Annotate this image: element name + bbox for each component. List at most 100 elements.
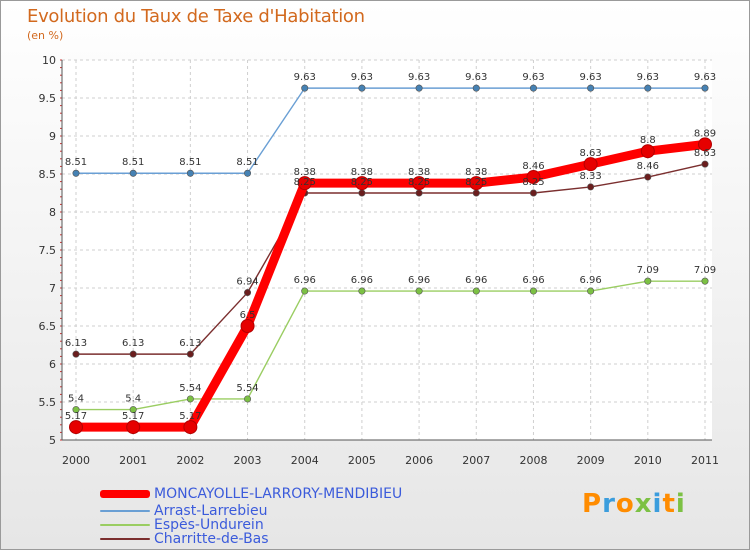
series-0-label-2005: 9.63 [351, 72, 373, 83]
series-1-label-2008: 6.96 [522, 275, 544, 286]
logo-letter-6: i [675, 489, 686, 519]
series-2-label-2005: 8.25 [351, 177, 373, 188]
legend-item-espes: Espès-Undurein [100, 517, 264, 533]
series-2-label-2006: 8.25 [408, 177, 430, 188]
series-0-point-2003 [244, 169, 252, 177]
chart-title: Evolution du Taux de Taxe d'Habitation [27, 6, 365, 27]
series-0-label-2007: 9.63 [465, 72, 487, 83]
series-1-point-2003 [244, 395, 252, 403]
series-0-label-2004: 9.63 [294, 72, 316, 83]
series-2-point-2010 [644, 173, 652, 181]
y-tick-label-0: 5 [49, 434, 56, 447]
y-tick-label-3: 6.5 [39, 320, 57, 333]
series-1-label-2010: 7.09 [637, 265, 659, 276]
series-2-point-2008 [529, 189, 537, 197]
series-2-point-2011 [701, 160, 709, 168]
series-2-label-2004: 8.25 [294, 177, 316, 188]
y-axis-unit-label: (en %) [27, 29, 64, 42]
series-2-label-2002: 6.13 [179, 338, 201, 349]
series-2-point-2002 [186, 350, 194, 358]
series-0-point-2005 [358, 84, 366, 92]
series-1-label-2000: 5.4 [68, 394, 84, 405]
series-0-label-2001: 8.51 [122, 157, 144, 168]
series-3-label-2003: 6.5 [240, 310, 256, 321]
series-0-label-2006: 9.63 [408, 72, 430, 83]
series-1-point-2004 [301, 287, 309, 295]
series-3-label-2005: 8.38 [351, 167, 373, 178]
series-1-label-2003: 5.54 [236, 383, 258, 394]
legend-label-charritte: Charritte-de-Bas [154, 531, 269, 547]
series-1-label-2006: 6.96 [408, 275, 430, 286]
series-layer [69, 84, 712, 435]
proxiti-logo: Proxiti [582, 489, 686, 519]
series-3-point-2001 [126, 420, 141, 435]
logo-letter-4: i [652, 489, 663, 519]
logo-letter-0: P [582, 489, 603, 519]
series-1-point-2011 [701, 277, 709, 285]
series-2-point-2007 [472, 189, 480, 197]
axis-layer: 5 5.5 6 6.5 7 7.5 8 8.5 9 9.5 10 2000 2001 2002 2003 20… [39, 54, 720, 467]
y-tick-label-5: 7.5 [39, 244, 57, 257]
y-tick-label-6: 8 [49, 206, 56, 219]
logo-letter-3: x [634, 489, 653, 519]
series-line-1 [75, 280, 706, 411]
series-0-label-2010: 9.63 [637, 72, 659, 83]
series-3-label-2009: 8.63 [580, 148, 602, 159]
series-0-label-2002: 8.51 [179, 157, 201, 168]
series-2-label-2003: 6.94 [236, 277, 258, 288]
y-tick-label-9: 9.5 [39, 92, 57, 105]
series-2-point-2006 [415, 189, 423, 197]
series-3-label-2006: 8.38 [408, 167, 430, 178]
legend-swatch-moncayolle [100, 490, 150, 498]
series-1-point-2009 [587, 287, 595, 295]
series-0-point-2010 [644, 84, 652, 92]
legend-item-charritte: Charritte-de-Bas [100, 531, 269, 547]
series-1-label-2005: 6.96 [351, 275, 373, 286]
series-0-point-2007 [472, 84, 480, 92]
series-2-point-2005 [358, 189, 366, 197]
logo-letter-1: r [602, 489, 616, 519]
series-1-point-2000 [72, 406, 80, 414]
series-1-point-2005 [358, 287, 366, 295]
x-tick-label-2004: 2004 [291, 454, 319, 467]
series-2-point-2003 [244, 289, 252, 297]
x-tick-label-2005: 2005 [348, 454, 376, 467]
series-2-label-2001: 6.13 [122, 338, 144, 349]
series-3-point-2009 [583, 157, 598, 172]
y-tick-label-7: 8.5 [39, 168, 57, 181]
y-tick-label-1: 5.5 [39, 396, 57, 409]
series-1-point-2006 [415, 287, 423, 295]
series-1-point-2008 [529, 287, 537, 295]
data-label-layer: 8.51 8.51 8.51 8.51 9.63 9.63 9.63 9.63 9.63 9.63… [65, 72, 716, 422]
y-tick-label-2: 6 [49, 358, 56, 371]
series-1-point-2002 [186, 395, 194, 403]
legend-label-moncayolle: MONCAYOLLE-LARRORY-MENDIBIEU [154, 486, 403, 502]
series-3-label-2004: 8.38 [294, 167, 316, 178]
y-tick-label-8: 9 [49, 130, 56, 143]
series-0-label-2011: 9.63 [694, 72, 716, 83]
series-3-point-2000 [69, 420, 83, 435]
logo-letter-2: o [615, 489, 635, 519]
series-2-label-2008: 8.25 [522, 177, 544, 188]
series-0-label-2008: 9.63 [522, 72, 544, 83]
y-tick-label-10: 10 [42, 54, 56, 67]
legend-item-arrast: Arrast-Larrebieu [100, 503, 267, 519]
series-3-point-2008 [526, 170, 541, 185]
x-tick-label-2007: 2007 [462, 454, 490, 467]
series-1-point-2001 [129, 406, 137, 414]
series-2-label-2000: 6.13 [65, 338, 87, 349]
series-3-label-2000: 5.17 [65, 411, 87, 422]
legend-item-moncayolle: MONCAYOLLE-LARRORY-MENDIBIEU [100, 486, 402, 502]
legend-swatch-charritte [100, 538, 150, 540]
series-1-point-2007 [472, 287, 480, 295]
series-0-point-2002 [186, 169, 194, 177]
x-tick-label-2003: 2003 [234, 454, 262, 467]
series-0-label-2009: 9.63 [580, 72, 602, 83]
series-2-point-2009 [587, 183, 595, 191]
series-1-label-2009: 6.96 [580, 275, 602, 286]
legend-label-arrast: Arrast-Larrebieu [154, 503, 268, 519]
series-2-label-2007: 8.25 [465, 177, 487, 188]
series-0-point-2006 [415, 84, 423, 92]
series-3-point-2010 [640, 144, 655, 159]
